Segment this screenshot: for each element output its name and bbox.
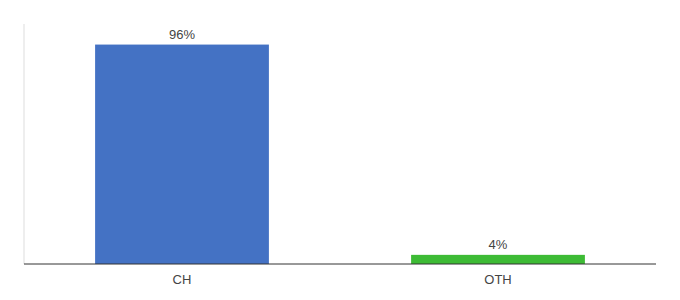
y-axis-line [24,24,25,264]
bars [95,45,585,264]
x-tick-label: CH [173,272,192,287]
chart-svg: CH OTH 96% 4% [0,0,680,300]
x-axis-line [24,264,656,265]
data-label: 4% [489,237,508,252]
data-label: 96% [169,27,195,42]
chart-container: CH OTH 96% 4% [0,0,680,300]
bar [411,255,585,264]
x-tick-label: OTH [484,272,511,287]
bar [95,45,269,264]
